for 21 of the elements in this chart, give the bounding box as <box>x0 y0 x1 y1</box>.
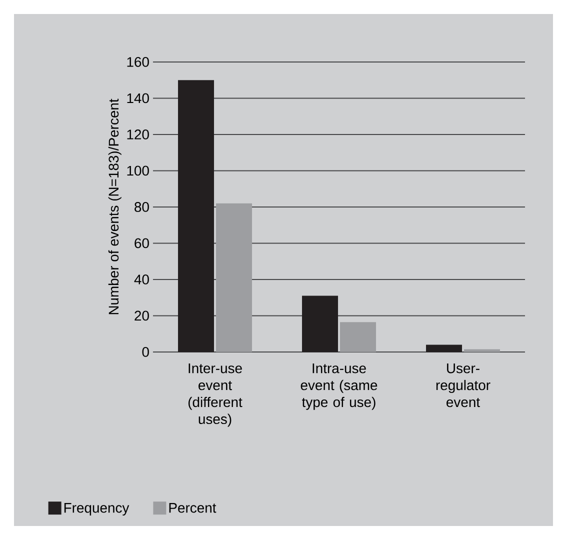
bar <box>426 344 462 352</box>
y-tick-label: 80 <box>134 202 149 212</box>
y-tick-label: 160 <box>127 57 149 67</box>
bar <box>340 322 376 352</box>
legend-label: Percent <box>169 503 216 513</box>
y-tick-label: 0 <box>142 347 149 357</box>
x-tick-label: Inter-use event (different uses) <box>188 364 242 427</box>
bar <box>216 203 252 352</box>
y-tick-label: 140 <box>127 93 149 104</box>
y-tick-label: 120 <box>127 130 149 140</box>
y-tick-label: 100 <box>127 166 149 176</box>
bar <box>302 296 338 352</box>
legend-label: Frequency <box>64 503 130 516</box>
y-tick-label: 40 <box>134 274 149 284</box>
y-tick-label: 60 <box>134 238 149 248</box>
y-tick-label: 20 <box>134 310 149 321</box>
x-tick-label: Intra-use event (same type of use) <box>300 364 378 410</box>
bar <box>464 349 500 352</box>
x-tick-label: User-regulator event <box>436 364 490 408</box>
bar <box>178 80 214 352</box>
y-axis-title: Number of events (N=183)/Percent <box>108 98 122 314</box>
